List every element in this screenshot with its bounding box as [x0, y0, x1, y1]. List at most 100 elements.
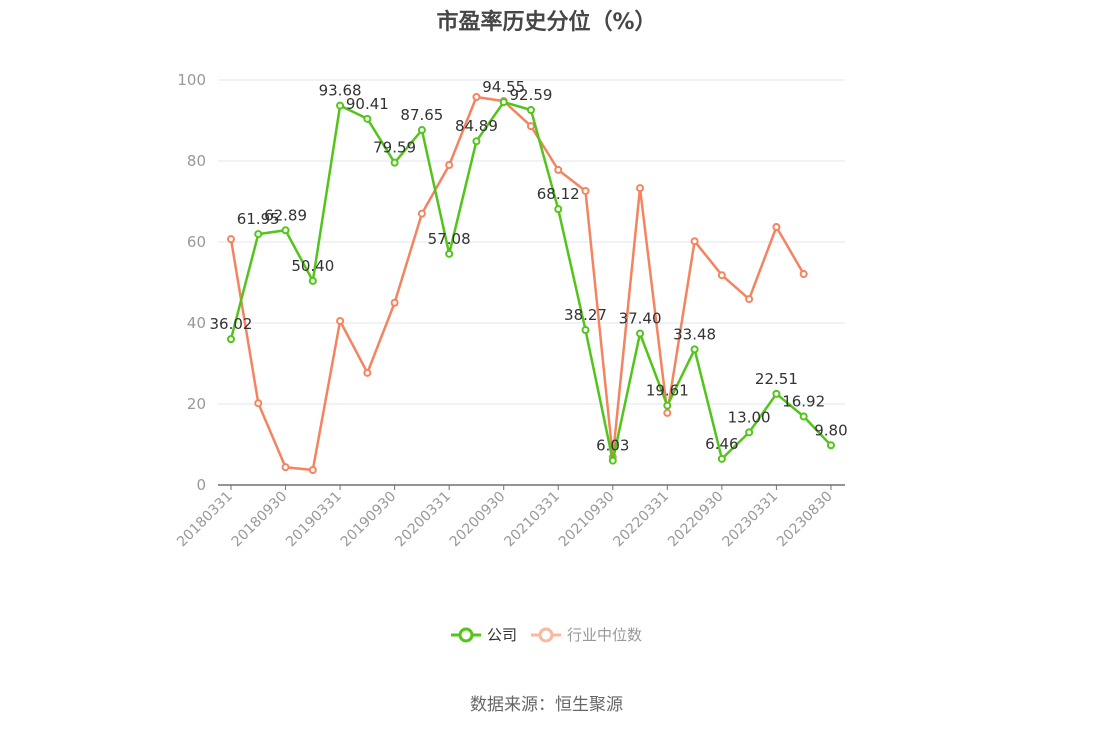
data-point[interactable] — [745, 295, 754, 304]
data-label: 57.08 — [428, 230, 471, 248]
data-point[interactable] — [663, 408, 672, 417]
data-point[interactable] — [417, 126, 426, 135]
data-label: 6.46 — [705, 435, 738, 453]
data-label: 92.59 — [509, 86, 552, 104]
data-point[interactable] — [390, 158, 399, 167]
legend-label-industry: 行业中位数 — [567, 626, 643, 644]
data-label: 38.27 — [564, 306, 607, 324]
data-label: 6.03 — [596, 437, 629, 455]
data-label: 84.89 — [455, 117, 498, 135]
data-point[interactable] — [281, 226, 290, 235]
chart-title: 市盈率历史分位（%） — [436, 10, 657, 35]
data-point[interactable] — [254, 399, 263, 408]
x-tick-label: 20190930 — [338, 489, 400, 551]
data-label: 90.41 — [346, 95, 389, 113]
data-point[interactable] — [554, 205, 563, 214]
data-point[interactable] — [717, 271, 726, 280]
data-point[interactable] — [772, 389, 781, 398]
data-point[interactable] — [390, 298, 399, 307]
data-point[interactable] — [254, 230, 263, 239]
x-tick-label: 20220930 — [665, 489, 727, 551]
data-label: 33.48 — [673, 325, 716, 343]
x-tick-label: 20200930 — [447, 489, 509, 551]
x-axis: 2018033120180930201903312019093020200331… — [174, 484, 845, 551]
x-tick-label: 20180930 — [229, 489, 291, 551]
data-point[interactable] — [308, 466, 317, 475]
x-tick-label: 20190331 — [283, 489, 345, 551]
data-point[interactable] — [581, 326, 590, 335]
y-tick-label: 20 — [187, 395, 206, 413]
company-series[interactable] — [227, 98, 835, 465]
x-tick-label: 20230830 — [774, 489, 836, 551]
y-tick-label: 80 — [187, 152, 206, 170]
data-label: 87.65 — [400, 106, 443, 124]
data-point[interactable] — [799, 269, 808, 278]
data-point[interactable] — [227, 235, 235, 244]
data-point[interactable] — [336, 316, 345, 325]
data-label: 62.89 — [264, 206, 307, 224]
data-label: 68.12 — [537, 185, 580, 203]
data-point[interactable] — [663, 401, 672, 410]
data-point[interactable] — [690, 345, 699, 354]
data-label: 50.40 — [291, 257, 334, 275]
data-point[interactable] — [526, 106, 535, 115]
data-label: 9.80 — [814, 421, 847, 439]
industry-median-series[interactable] — [227, 93, 808, 475]
legend-item-company[interactable]: 公司 — [450, 624, 517, 645]
x-tick-label: 20210331 — [501, 489, 563, 551]
x-tick-label: 20180331 — [174, 489, 236, 551]
x-tick-label: 20210930 — [556, 489, 618, 551]
series-line — [229, 95, 805, 472]
data-label: 36.02 — [210, 315, 253, 333]
data-point[interactable] — [417, 209, 426, 218]
data-point[interactable] — [472, 93, 481, 102]
data-point[interactable] — [336, 101, 345, 110]
y-tick-label: 60 — [187, 233, 206, 251]
data-point[interactable] — [745, 428, 754, 437]
data-point[interactable] — [281, 463, 290, 472]
series-line — [229, 100, 832, 462]
industry-legend-icon — [531, 627, 561, 642]
data-point[interactable] — [826, 441, 835, 450]
data-point[interactable] — [581, 186, 590, 195]
data-point[interactable] — [308, 276, 317, 285]
data-point[interactable] — [772, 223, 781, 232]
legend-label-company: 公司 — [486, 626, 517, 644]
legend-item-industry[interactable]: 行业中位数 — [531, 624, 642, 645]
data-point[interactable] — [363, 368, 372, 377]
x-tick-label: 20220331 — [610, 489, 672, 551]
company-legend-icon — [450, 627, 481, 642]
data-point[interactable] — [690, 237, 699, 246]
data-point[interactable] — [227, 335, 235, 344]
data-point[interactable] — [636, 329, 645, 338]
y-axis: 0 20 40 60 80 100 — [177, 71, 206, 494]
x-tick-label: 20230331 — [720, 489, 782, 551]
data-point[interactable] — [554, 165, 563, 174]
y-tick-label: 40 — [187, 314, 206, 332]
y-tick-label: 0 — [196, 476, 206, 494]
data-point[interactable] — [499, 98, 508, 107]
data-label: 16.92 — [782, 392, 825, 410]
data-point[interactable] — [636, 184, 645, 193]
data-label: 13.00 — [728, 408, 771, 426]
data-label: 19.61 — [646, 382, 689, 400]
data-label: 94.55 — [482, 78, 525, 96]
x-tick-label: 20200331 — [392, 489, 454, 551]
data-label: 37.40 — [619, 310, 662, 328]
data-label: 61.95 — [237, 210, 280, 228]
data-point[interactable] — [472, 137, 481, 146]
data-point[interactable] — [717, 454, 726, 463]
data-point[interactable] — [526, 122, 535, 131]
data-label: 22.51 — [755, 370, 798, 388]
y-tick-label: 100 — [177, 71, 206, 89]
data-point[interactable] — [363, 114, 372, 123]
line-chart: 0 20 40 60 80 100 201803312018093020190331201… — [174, 71, 848, 551]
data-label: 79.59 — [373, 139, 416, 157]
data-point[interactable] — [445, 249, 454, 258]
grid-lines — [218, 79, 845, 405]
data-point[interactable] — [445, 161, 454, 170]
data-point[interactable] — [799, 412, 808, 421]
legend: 公司 行业中位数 — [0, 624, 1093, 645]
data-point[interactable] — [608, 456, 617, 465]
